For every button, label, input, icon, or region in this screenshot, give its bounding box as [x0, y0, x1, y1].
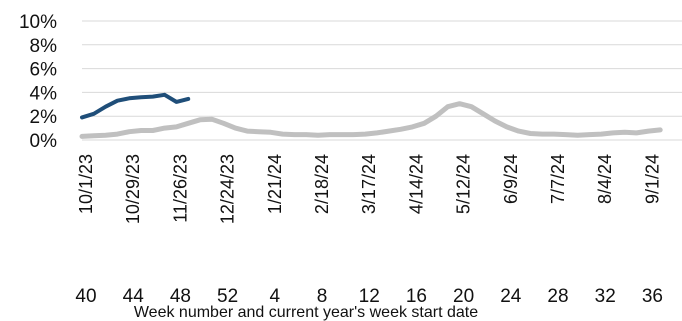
series-line-current [80, 92, 191, 120]
x-axis-date-labels: 10/1/23 10/29/23 11/26/23 12/24/23 1/21/24 2/… [76, 154, 662, 224]
date-tick-label: 2/18/24 [312, 154, 332, 214]
week-tick-label: 28 [547, 286, 568, 307]
date-tick-label: 9/1/24 [642, 154, 662, 204]
y-tick-label: 6% [30, 60, 58, 81]
date-tick-label: 10/29/23 [123, 154, 143, 224]
week-tick-label: 48 [170, 286, 191, 307]
y-tick-label: 8% [30, 36, 58, 57]
week-tick-label: 40 [75, 286, 96, 307]
y-tick-label: 2% [30, 107, 58, 128]
y-tick-label: 0% [30, 131, 58, 152]
date-tick-label: 4/14/24 [406, 154, 426, 214]
series-line-previous [79, 101, 663, 139]
week-tick-label: 52 [217, 286, 238, 307]
date-tick-label: 10/1/23 [76, 154, 96, 214]
week-tick-label: 20 [453, 286, 474, 307]
date-tick-label: 7/7/24 [548, 154, 568, 204]
date-tick-label: 12/24/23 [218, 154, 238, 224]
gridlines [82, 20, 682, 141]
y-tick-label: 10% [19, 12, 57, 33]
y-axis-tick-labels: 0% 2% 4%6% 8% 10% [19, 12, 57, 152]
week-tick-label: 16 [406, 286, 427, 307]
week-tick-label: 32 [595, 286, 616, 307]
week-tick-label: 36 [642, 286, 663, 307]
date-tick-label: 5/12/24 [454, 154, 474, 214]
series-lines [79, 92, 663, 139]
week-tick-label: 12 [359, 286, 380, 307]
week-tick-label: 44 [123, 286, 145, 307]
date-tick-label: 1/21/24 [265, 154, 285, 214]
x-axis-week-labels: 40 44 48 52 4 8 12 16 20 24 28 32 36 [75, 286, 663, 307]
week-tick-label: 8 [317, 286, 328, 307]
date-tick-label: 3/17/24 [359, 154, 379, 214]
date-tick-label: 8/4/24 [595, 154, 615, 204]
y-tick-label: 4% [30, 83, 58, 104]
week-tick-label: 4 [270, 286, 281, 307]
x-axis-title: Week number and current year's week star… [134, 304, 478, 321]
date-tick-label: 11/26/23 [170, 154, 190, 223]
week-tick-label: 24 [500, 286, 522, 307]
date-tick-label: 6/9/24 [501, 154, 521, 204]
